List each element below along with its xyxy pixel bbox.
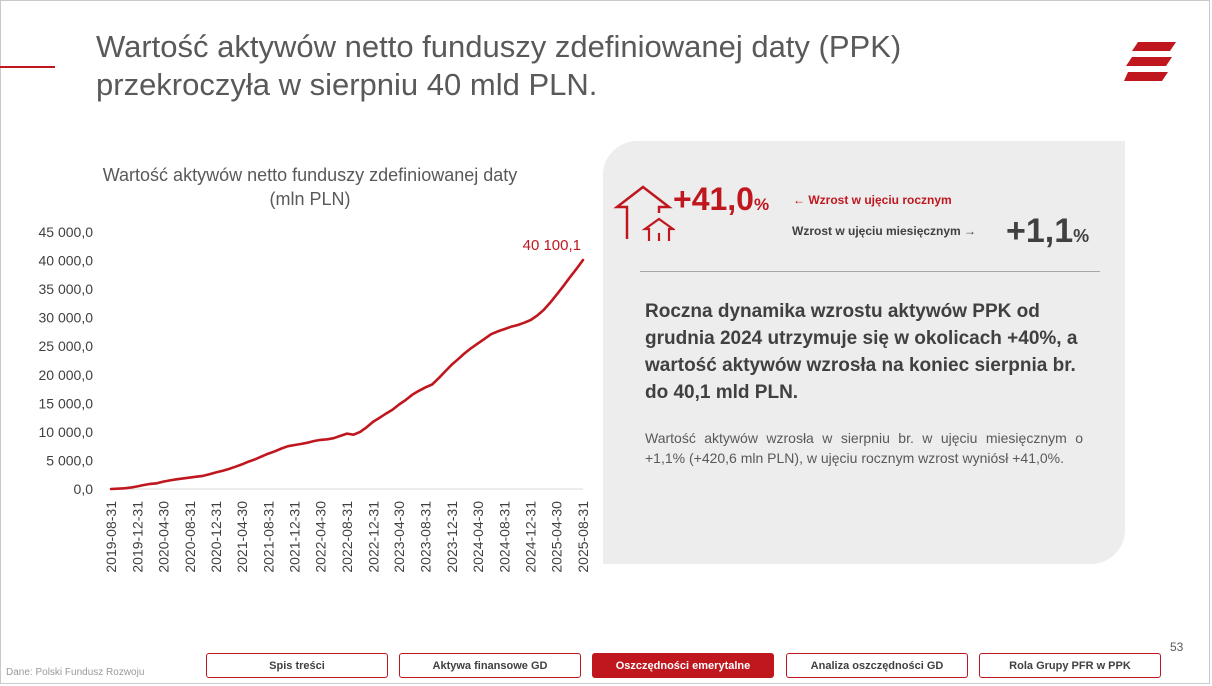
summary-panel: [603, 141, 1125, 564]
nav-button-oszczednosci-emerytalne[interactable]: Oszczędności emerytalne: [592, 653, 774, 678]
y-tick-label: 30 000,0: [39, 310, 94, 326]
x-tick-label: 2020-04-30: [155, 501, 171, 573]
summary-text: Roczna dynamika wzrostu aktywów PPK od g…: [645, 301, 1078, 403]
x-tick-label: 2020-08-31: [182, 501, 198, 573]
pfr-logo-icon: [1124, 42, 1176, 81]
x-tick-label: 2021-08-31: [260, 501, 276, 573]
y-tick-label: 5 000,0: [46, 452, 93, 468]
x-tick-label: 2025-08-31: [575, 501, 591, 573]
y-tick-label: 10 000,0: [39, 424, 94, 440]
x-tick-label: 2019-12-31: [129, 501, 145, 573]
x-tick-label: 2022-04-30: [313, 501, 329, 573]
y-tick-label: 45 000,0: [39, 224, 94, 240]
x-tick-label: 2023-08-31: [418, 501, 434, 573]
x-tick-label: 2022-12-31: [365, 501, 381, 573]
x-tick-label: 2020-12-31: [208, 501, 224, 573]
nav-button-analiza-oszczednosci[interactable]: Analiza oszczędności GD: [786, 653, 968, 678]
y-tick-label: 40 000,0: [39, 253, 94, 269]
end-value-label: 40 100,1: [523, 237, 581, 254]
x-tick-label: 2023-04-30: [391, 501, 407, 573]
yoy-growth-percent: %: [753, 195, 770, 214]
nav-button-rola-grupy-pfr[interactable]: Rola Grupy PFR w PPK: [979, 653, 1161, 678]
house-growth-icon: [613, 185, 675, 241]
panel-divider: [640, 271, 1100, 272]
title-accent-rule: [0, 66, 55, 68]
nav-button-aktywa-finansowe[interactable]: Aktywa finansowe GD: [399, 653, 581, 678]
slide-title: Wartość aktywów netto funduszy zdefiniow…: [96, 29, 902, 102]
yoy-growth-label: ← Wzrost w ujęciu rocznym: [793, 193, 952, 207]
yoy-growth-value: +41,0%: [673, 181, 770, 217]
y-tick-label: 25 000,0: [39, 338, 94, 354]
y-tick-label: 15 000,0: [39, 395, 94, 411]
mom-growth-value: +1,1%: [1006, 212, 1090, 250]
data-source: Dane: Polski Fundusz Rozwoju: [6, 667, 145, 678]
page-number: 53: [1170, 640, 1184, 654]
mom-growth-label: Wzrost w ujęciu miesięcznym →: [792, 224, 977, 238]
y-tick-label: 35 000,0: [39, 281, 94, 297]
x-tick-label: 2024-08-31: [496, 501, 512, 573]
chart-title-main: Wartość aktywów netto funduszy zdefiniow…: [102, 165, 518, 185]
x-tick-label: 2022-08-31: [339, 501, 355, 573]
chart-subtitle: (mln PLN): [269, 189, 351, 209]
detail-note: Wartość aktywów wzrosła w sierpniu br. w…: [645, 430, 1083, 466]
series-line: [109, 258, 585, 491]
x-tick-label: 2025-04-30: [549, 501, 565, 573]
y-tick-label: 0,0: [74, 481, 94, 497]
nav-button-spis-tresci[interactable]: Spis treści: [206, 653, 388, 678]
x-tick-label: 2021-04-30: [234, 501, 250, 573]
mom-growth-percent: %: [1073, 226, 1090, 246]
assets-line-chart: 45 000,0 40 000,0 35 000,0 30 000,0 25 000,0…: [39, 224, 592, 573]
x-tick-label: 2021-12-31: [287, 501, 303, 573]
y-tick-label: 20 000,0: [39, 367, 94, 383]
x-tick-label: 2024-04-30: [470, 501, 486, 573]
x-tick-label: 2023-12-31: [444, 501, 460, 573]
x-tick-label: 2024-12-31: [523, 501, 539, 573]
chart-title: Wartość aktywów netto funduszy zdefiniow…: [60, 163, 560, 211]
x-tick-label: 2019-08-31: [103, 501, 119, 573]
